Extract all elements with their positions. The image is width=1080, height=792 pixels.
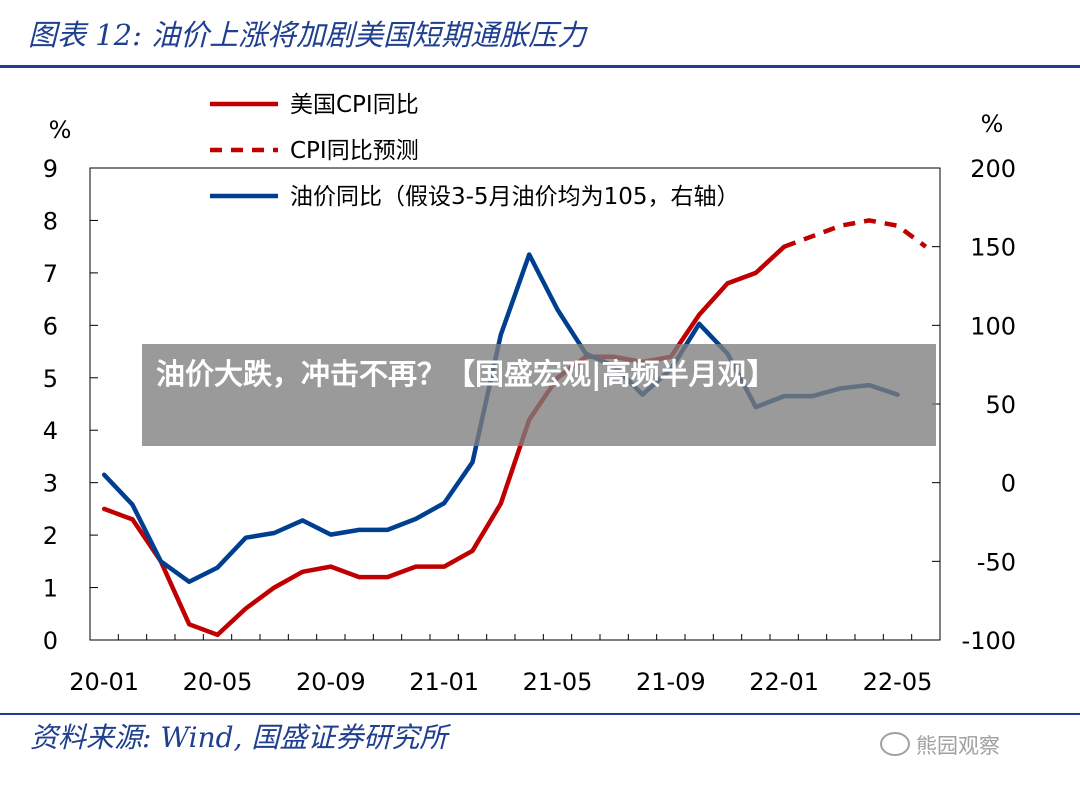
left-tick-label: 7: [43, 260, 58, 288]
left-tick-label: 6: [43, 312, 58, 340]
figure-title: 图表 12: 油价上涨将加剧美国短期通胀压力: [28, 18, 587, 52]
watermark: 熊园观察: [880, 730, 1000, 760]
right-axis-label: %: [981, 110, 1004, 138]
right-y-axis: -100 -50 0 50 100 150 200%: [932, 110, 1016, 655]
left-tick-label: 0: [43, 627, 58, 655]
x-tick-label: 20-09: [296, 668, 366, 696]
legend-label-3: 油价同比（假设3-5月油价均为105，右轴）: [290, 184, 739, 210]
right-tick-label: 0: [1001, 470, 1016, 498]
x-tick-label: 21-05: [523, 668, 593, 696]
x-tick-label: 22-05: [863, 668, 933, 696]
left-tick-label: 5: [43, 365, 58, 393]
left-axis-label: %: [49, 116, 72, 144]
article-title[interactable]: 油价大跌，冲击不再？【国盛宏观|高频半月观】: [156, 357, 776, 391]
right-tick-label: 50: [985, 391, 1016, 419]
article-title-overlay[interactable]: 油价大跌，冲击不再？【国盛宏观|高频半月观】: [142, 344, 936, 446]
series-line-2: [783, 218, 928, 249]
x-axis: 20-01 20-05 20-09 21-01 21-05 21-09 22-01 22-05: [69, 634, 941, 696]
left-tick-label: 8: [43, 207, 58, 235]
title-divider: [0, 65, 1080, 68]
x-tick-label: 22-01: [749, 668, 819, 696]
x-tick-label: 21-09: [636, 668, 706, 696]
left-y-axis: 0 1 2 3 4 5 6 7 8 9%: [43, 116, 98, 655]
source-note: 资料来源: Wind, 国盛证券研究所: [30, 721, 448, 754]
watermark-text: 熊园观察: [916, 734, 1000, 758]
x-tick-label: 21-01: [409, 668, 479, 696]
left-tick-label: 9: [43, 155, 58, 183]
wechat-icon: [880, 732, 910, 756]
x-tick-label: 20-05: [183, 668, 253, 696]
legend-label-2: CPI同比预测: [290, 138, 419, 164]
right-tick-label: 150: [970, 234, 1016, 262]
right-tick-label: 100: [970, 312, 1016, 340]
right-tick-label: -100: [962, 627, 1016, 655]
source-divider: [0, 713, 1080, 715]
left-tick-label: 4: [43, 417, 58, 445]
x-tick-label: 20-01: [69, 668, 139, 696]
left-tick-label: 1: [43, 575, 58, 603]
right-tick-label: 200: [970, 155, 1016, 183]
legend-label-1: 美国CPI同比: [290, 92, 419, 118]
left-tick-label: 3: [43, 470, 58, 498]
right-tick-label: -50: [977, 548, 1016, 576]
left-tick-label: 2: [43, 522, 58, 550]
